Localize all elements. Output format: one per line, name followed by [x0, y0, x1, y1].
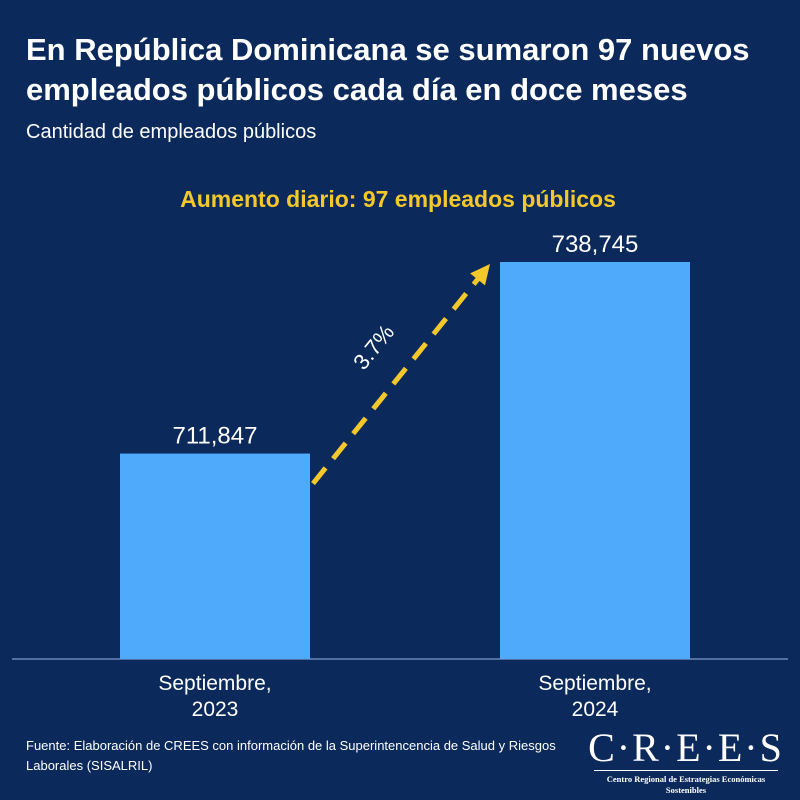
chart-inner-title: Aumento diario: 97 empleados públicos	[180, 186, 616, 212]
bar-value-label-1: 711,847	[173, 423, 258, 450]
title-line-1: En República Dominicana se sumaron 97 nu…	[26, 32, 750, 67]
source-note: Fuente: Elaboración de CREES con informa…	[26, 738, 556, 773]
bar-value-label-2: 738,745	[552, 231, 639, 258]
x-tick-label-2-line-2: 2024	[572, 698, 619, 721]
crees-logo: C·R·E·E·S Centro Regional de Estrategias…	[588, 728, 784, 796]
logo-divider	[594, 770, 778, 771]
chart-title-heading: En República Dominicana se sumaron 97 nu…	[26, 30, 786, 110]
growth-arrow-head	[470, 264, 490, 286]
growth-annotation: 3.7%	[348, 320, 399, 375]
logo-wordmark: C·R·E·E·S	[588, 725, 784, 770]
x-tick-label-2-line-1: Septiembre,	[538, 672, 651, 695]
x-tick-label-1-line-1: Septiembre,	[158, 672, 271, 695]
bar-2	[500, 262, 690, 659]
bar-1	[120, 453, 310, 659]
title-line-2: empleados públicos cada día en doce mese…	[26, 72, 688, 107]
growth-arrow-line	[311, 276, 481, 486]
chart-subtitle: Cantidad de empleados públicos	[26, 121, 317, 143]
logo-tagline: Centro Regional de Estrategias Económica…	[606, 774, 766, 795]
x-tick-label-1-line-2: 2023	[192, 698, 239, 721]
